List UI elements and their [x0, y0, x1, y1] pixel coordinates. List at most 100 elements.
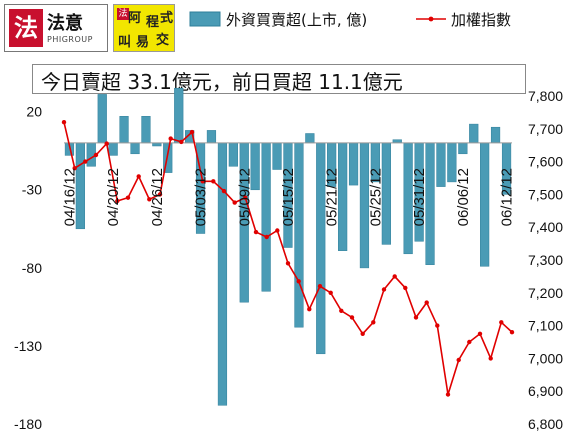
- flow-bar: [480, 142, 490, 267]
- x-tick-label: 05/15/12: [280, 168, 297, 226]
- x-tick-label: 06/12/12: [499, 168, 516, 226]
- flow-bar: [436, 142, 446, 187]
- index-point: [179, 139, 184, 145]
- logo-char: 叫: [118, 35, 132, 50]
- flow-bar: [490, 126, 501, 144]
- logo-char: 式: [160, 11, 174, 26]
- legend-line-label: 加權指數: [451, 11, 511, 29]
- index-point: [61, 120, 67, 125]
- index-point: [83, 159, 88, 164]
- right-tick-label: 7,500: [528, 186, 563, 202]
- brand-name: 法意: [47, 13, 83, 34]
- legend-line-marker: [428, 16, 434, 22]
- flow-bar: [272, 142, 282, 170]
- logo-char: 易: [136, 35, 150, 50]
- x-tick-label: 05/03/12: [193, 168, 210, 226]
- index-point: [381, 287, 387, 292]
- logo-char: 阿: [128, 11, 142, 26]
- flow-bar: [174, 87, 184, 144]
- flow-bar: [348, 142, 359, 186]
- index-point: [147, 197, 152, 202]
- legend-bar-swatch: [189, 11, 221, 27]
- index-point: [371, 320, 376, 325]
- index-point: [93, 152, 99, 158]
- flow-bar: [97, 94, 107, 144]
- index-point: [392, 274, 397, 279]
- right-tick-label: 7,000: [528, 350, 563, 366]
- right-tick-label: 7,400: [528, 219, 563, 235]
- index-point: [221, 188, 227, 194]
- index-point: [499, 320, 504, 325]
- summary-box: 今日賣超 33.1億元，前日買超 11.1億元: [32, 64, 526, 94]
- index-point: [157, 192, 163, 197]
- logo-char: 程: [146, 15, 160, 30]
- flow-bar: [108, 142, 118, 156]
- brand-logo-phigroup: 法 法意 PHIGROUP: [4, 4, 108, 52]
- flow-bar: [458, 142, 468, 155]
- index-point: [296, 279, 301, 284]
- index-point: [403, 285, 408, 291]
- right-tick-label: 7,300: [528, 252, 563, 268]
- index-point: [243, 195, 248, 200]
- index-point: [200, 179, 205, 184]
- x-tick-label: 05/21/12: [324, 168, 341, 226]
- index-point: [168, 136, 173, 141]
- left-tick-label: -130: [14, 338, 42, 354]
- right-tick-label: 7,200: [528, 285, 563, 301]
- index-point: [509, 330, 515, 335]
- index-point: [232, 200, 237, 205]
- flow-bar: [392, 139, 402, 144]
- flow-bar: [305, 133, 315, 144]
- index-point: [328, 290, 333, 295]
- left-tick-label: -30: [22, 182, 42, 198]
- left-tick-label: 20: [26, 104, 42, 120]
- index-point: [125, 195, 131, 200]
- index-point: [360, 331, 365, 336]
- x-tick-label: 04/16/12: [62, 168, 79, 226]
- right-tick-label: 7,700: [528, 121, 563, 137]
- left-tick-label: -80: [22, 260, 42, 276]
- index-point: [467, 339, 472, 345]
- flow-bar: [141, 116, 151, 144]
- legend-bar-label: 外資買賣超(上市, 億): [226, 11, 367, 29]
- index-point: [275, 228, 280, 233]
- x-tick-label: 06/06/12: [455, 168, 472, 226]
- x-tick-label: 04/26/12: [149, 168, 166, 226]
- x-tick-label: 04/20/12: [105, 168, 122, 226]
- index-point: [253, 229, 259, 235]
- left-tick-label: -180: [14, 416, 42, 432]
- x-tick-label: 05/25/12: [367, 168, 384, 226]
- index-point: [456, 357, 461, 363]
- index-point: [264, 234, 269, 240]
- flow-bar: [130, 142, 140, 155]
- index-point: [349, 315, 355, 320]
- right-tick-label: 7,800: [528, 88, 563, 104]
- brand-mark-icon: 法: [9, 9, 43, 47]
- x-tick-label: 05/31/12: [411, 168, 428, 226]
- index-point: [115, 198, 120, 204]
- brand-logo-program-trading: 法 阿 程 式 叫 易 交: [113, 4, 175, 52]
- index-point: [424, 300, 429, 305]
- flow-bar: [119, 116, 129, 144]
- right-tick-label: 7,600: [528, 154, 563, 170]
- index-point: [136, 174, 141, 179]
- flow-bar: [469, 123, 479, 144]
- index-point: [189, 129, 195, 135]
- logo-char: 交: [156, 33, 170, 48]
- seal-icon: 法: [117, 8, 129, 20]
- index-point: [104, 141, 109, 146]
- flow-bar: [261, 142, 271, 292]
- flow-bar: [228, 142, 238, 167]
- index-point: [477, 331, 483, 336]
- index-point: [339, 308, 344, 313]
- right-tick-label: 7,100: [528, 318, 563, 334]
- index-point: [488, 356, 493, 361]
- index-point: [307, 307, 312, 312]
- index-point: [72, 166, 77, 171]
- index-point: [413, 315, 419, 320]
- index-point: [211, 179, 216, 184]
- right-tick-label: 6,900: [528, 383, 563, 399]
- x-tick-label: 05/09/12: [236, 168, 253, 226]
- flow-bar: [152, 142, 162, 147]
